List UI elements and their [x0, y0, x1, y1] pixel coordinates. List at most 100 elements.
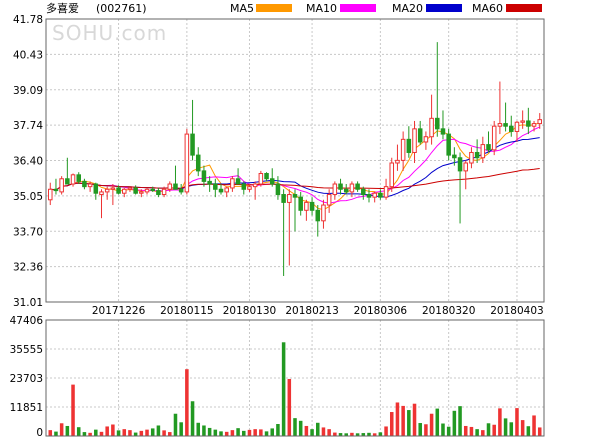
volume-bar [372, 433, 377, 436]
volume-bar [407, 410, 411, 436]
candle-body [366, 194, 372, 198]
candle-body [59, 178, 64, 193]
volume-bar [48, 430, 53, 436]
candle-body [429, 117, 434, 138]
candle-body [463, 162, 469, 172]
volume-bar [156, 425, 161, 436]
candle-body [383, 186, 389, 198]
price-tick-label: 39.09 [13, 85, 43, 97]
volume-bar [435, 408, 440, 436]
volume-bar [321, 427, 326, 436]
candle-body [127, 187, 133, 190]
volume-bar [486, 423, 491, 436]
volume-bar [133, 432, 138, 436]
volume-bar [350, 432, 354, 436]
volume-bar [94, 429, 98, 436]
legend-swatch-ma20 [426, 4, 462, 12]
candle-body [53, 188, 59, 192]
volume-bar [111, 424, 115, 436]
candlesticks [48, 42, 542, 276]
volume-bar [378, 432, 383, 436]
candle-body [252, 183, 258, 188]
candle-body [207, 180, 212, 185]
legend-swatch-ma5 [256, 4, 292, 12]
volume-bar [293, 418, 297, 436]
volume-bar [128, 430, 132, 436]
candle-body [389, 162, 395, 188]
candle-body [184, 133, 190, 193]
price-tick-label: 37.74 [13, 120, 43, 132]
volume-bar [361, 433, 366, 436]
candle-body [121, 188, 127, 194]
candle-body [65, 178, 70, 185]
price-tick-label: 36.40 [13, 156, 43, 168]
price-tick-label: 32.36 [13, 262, 43, 274]
candle-body [326, 194, 332, 206]
candle-body [292, 194, 298, 198]
candle-body [230, 178, 235, 189]
candle-body [275, 183, 281, 196]
candle-body [412, 128, 417, 153]
candle-body [133, 187, 138, 194]
candle-body [76, 174, 81, 182]
ma-legend: MA5 MA10 MA20 MA60 [230, 2, 542, 15]
price-tick-label: 40.43 [13, 49, 43, 61]
volume-bar [424, 424, 428, 436]
volume-bar [515, 408, 519, 436]
candle-body [361, 188, 366, 196]
volume-tick-label: 47406 [10, 315, 44, 327]
volume-bar [287, 378, 292, 436]
volume-bar [463, 425, 468, 436]
volume-bar [333, 432, 337, 436]
candle-body [82, 180, 87, 188]
candle-body [503, 123, 508, 127]
volume-bar [179, 422, 183, 436]
date-tick-label: 20180115 [160, 305, 213, 317]
volume-bar [139, 430, 144, 436]
volume-bar [213, 429, 218, 436]
candle-body [526, 120, 531, 127]
volume-bar [344, 433, 348, 436]
date-tick-label: 20180130 [223, 305, 276, 317]
candle-body [440, 128, 446, 135]
volume-bar [498, 408, 502, 436]
volume-bar [338, 433, 343, 436]
volume-bar [503, 418, 508, 436]
volume-bar [304, 425, 309, 436]
candle-body [247, 186, 252, 190]
candle-body [213, 183, 218, 190]
legend-label-ma60: MA60 [472, 2, 503, 15]
volume-bar [276, 424, 280, 436]
candle-body [87, 183, 93, 188]
volume-bar [247, 429, 252, 436]
volume-bar [526, 426, 531, 436]
volume-bar [367, 432, 371, 436]
candle-body [417, 128, 423, 143]
volume-bar [395, 402, 400, 436]
candle-body [173, 183, 178, 190]
candle-body [338, 183, 343, 190]
candle-body [104, 188, 110, 193]
volume-bar [452, 410, 457, 436]
candle-body [48, 188, 53, 201]
volume-bar [196, 422, 201, 436]
volume-panel-frame [45, 319, 545, 437]
volume-bar [105, 426, 109, 436]
volume-bar [202, 425, 206, 436]
volume-bar [384, 426, 388, 436]
price-tick-label: 35.05 [13, 191, 43, 203]
price-panel-frame [45, 18, 545, 303]
volume-bar [259, 429, 263, 436]
volume-bar [190, 401, 195, 436]
volume-bar [82, 432, 87, 436]
candle-body [452, 154, 457, 159]
volume-bar [219, 431, 223, 436]
volume-bar [281, 342, 286, 436]
volume-bar [298, 420, 303, 436]
ma60-line [50, 168, 540, 191]
volume-bar [224, 431, 229, 436]
volume-bar [270, 428, 274, 436]
candle-body [406, 138, 412, 153]
candle-body [469, 151, 474, 164]
volume-bar [316, 422, 320, 436]
